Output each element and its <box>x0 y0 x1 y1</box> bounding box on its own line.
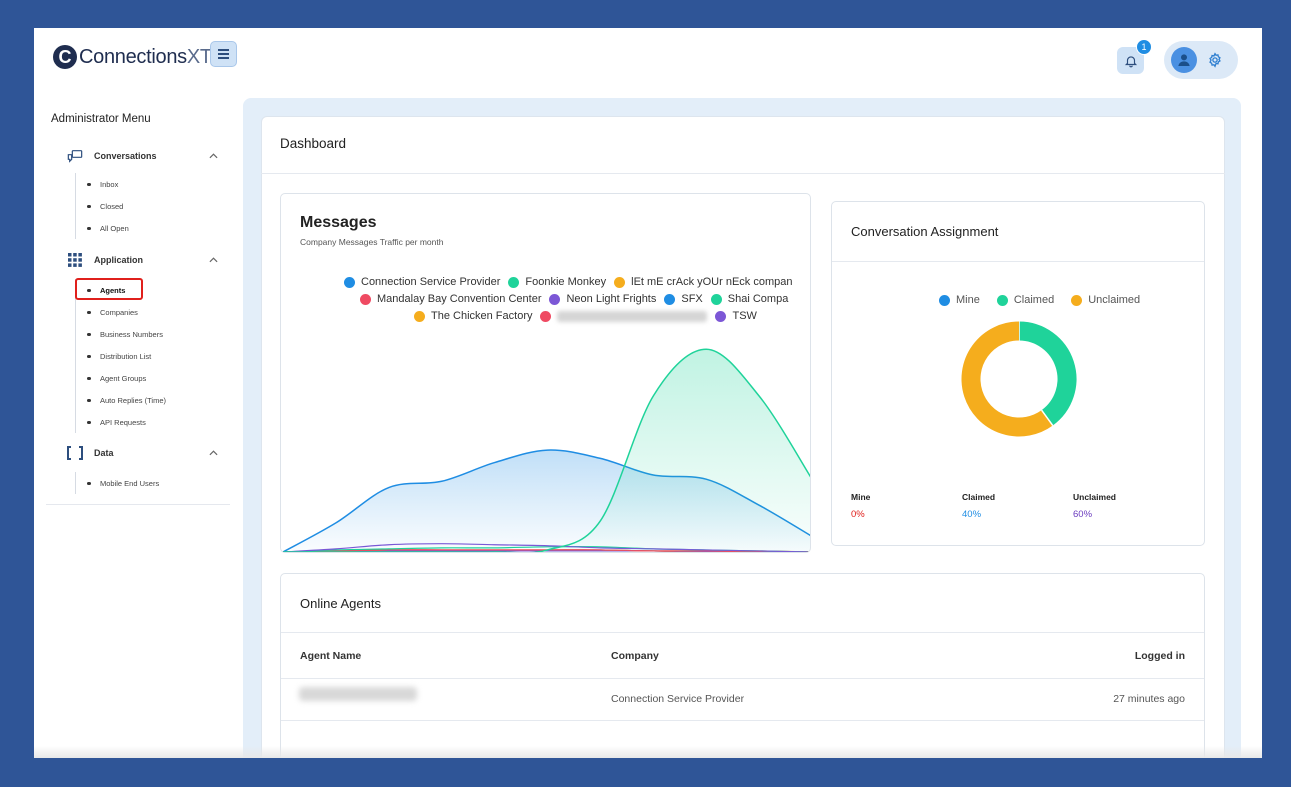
sidebar-item-agent-groups[interactable]: Agent Groups <box>76 367 166 389</box>
agent-logged-in: 27 minutes ago <box>1113 693 1185 705</box>
agents-highlight-box <box>75 278 143 300</box>
sidebar-item-auto-replies[interactable]: Auto Replies (Time) <box>76 389 166 411</box>
sidebar-item-mobile-end-users[interactable]: Mobile End Users <box>76 472 159 494</box>
sidebar-section-label: Conversations <box>94 151 157 161</box>
divider <box>832 261 1204 262</box>
sidebar-title: Administrator Menu <box>51 113 151 125</box>
brand-suffix: XT <box>186 45 212 68</box>
sidebar-item-companies[interactable]: Companies <box>76 301 166 323</box>
chart-legend-row: Connection Service Provider Foonkie Monk… <box>344 276 793 288</box>
sidebar-section-application[interactable]: Application <box>66 252 218 268</box>
settings-button[interactable] <box>1206 51 1224 69</box>
divider <box>281 632 1204 633</box>
notification-badge: 1 <box>1136 39 1152 55</box>
legend-item-unclaimed[interactable]: Unclaimed <box>1071 294 1140 306</box>
sidebar-item-agents[interactable]: Agents <box>76 279 166 301</box>
column-header-logged-in[interactable]: Logged in <box>1134 650 1185 662</box>
hamburger-icon <box>218 49 229 51</box>
menu-toggle-button[interactable] <box>210 41 237 67</box>
stat-mine: Mine 0% <box>851 492 871 520</box>
series-line[interactable] <box>283 348 811 553</box>
chevron-up-icon <box>208 448 218 458</box>
sidebar-item-api-requests[interactable]: API Requests <box>76 411 166 433</box>
bell-icon <box>1124 55 1137 67</box>
chart-legend-row: Mandalay Bay Convention Center Neon Ligh… <box>360 293 788 305</box>
agent-company: Connection Service Provider <box>611 693 745 705</box>
legend-item[interactable]: Shai Compa <box>710 293 788 305</box>
legend-item[interactable]: lEt mE crAck yOUr nEck compan <box>614 276 793 288</box>
sidebar-section-conversations[interactable]: Conversations <box>66 148 218 164</box>
page-title: Dashboard <box>280 136 347 151</box>
sidebar-item-business-numbers[interactable]: Business Numbers <box>76 323 166 345</box>
sidebar-section-label: Data <box>94 448 114 458</box>
messages-chart-card: Messages Company Messages Traffic per mo… <box>280 193 811 553</box>
messages-area-chart <box>282 348 811 553</box>
legend-item[interactable]: SFX <box>664 293 703 305</box>
chart-legend-row: The Chicken Factory TSW <box>414 310 757 322</box>
legend-item[interactable]: Foonkie Monkey <box>508 276 606 288</box>
donut-separator <box>1041 409 1054 426</box>
divider <box>281 720 1204 721</box>
brand-name: Connections <box>79 45 187 68</box>
legend-item[interactable]: TSW <box>715 310 757 322</box>
window-bottom-edge <box>34 746 1262 758</box>
legend-item[interactable]: Mandalay Bay Convention Center <box>360 293 541 305</box>
donut-slice-claimed[interactable] <box>1018 321 1077 426</box>
sidebar-item-distribution-list[interactable]: Distribution List <box>76 345 166 367</box>
sidebar-item-closed[interactable]: Closed <box>76 195 129 217</box>
sidebar: Administrator Menu Conversations Inbox C… <box>46 98 230 505</box>
legend-item[interactable]: Connection Service Provider <box>344 276 500 288</box>
redacted-series-name <box>557 310 708 322</box>
application-items: Agents Companies Business Numbers Distri… <box>75 279 166 433</box>
conversations-items: Inbox Closed All Open <box>75 173 129 239</box>
legend-item[interactable] <box>540 310 708 322</box>
user-menu <box>1164 41 1238 79</box>
column-header-agent-name[interactable]: Agent Name <box>300 650 362 662</box>
chevron-up-icon <box>208 255 218 265</box>
user-icon <box>1178 54 1190 66</box>
gear-icon <box>1209 52 1221 68</box>
brand-logo[interactable]: C ConnectionsXT ™ <box>53 45 220 69</box>
legend-item-claimed[interactable]: Claimed <box>996 294 1054 306</box>
conversation-assignment-card: Conversation Assignment Mine Claimed Unc… <box>831 201 1205 546</box>
sidebar-section-label: Application <box>94 255 143 265</box>
chat-bubbles-icon <box>66 148 84 164</box>
sidebar-section-data[interactable]: Data <box>66 445 218 461</box>
stat-claimed: Claimed 40% <box>962 492 996 520</box>
online-agents-card: Online Agents Agent Name Company Logged … <box>280 573 1205 758</box>
sidebar-item-inbox[interactable]: Inbox <box>76 173 129 195</box>
redacted-agent-name <box>299 687 417 701</box>
assignment-donut-chart <box>961 321 1077 437</box>
series-area <box>283 349 810 552</box>
chart-title: Messages <box>300 214 377 231</box>
divider <box>261 173 1225 174</box>
column-header-company[interactable]: Company <box>611 650 659 662</box>
chart-subtitle: Company Messages Traffic per month <box>300 237 444 247</box>
card-title: Conversation Assignment <box>851 224 999 239</box>
sidebar-item-all-open[interactable]: All Open <box>76 217 129 239</box>
legend-item-mine[interactable]: Mine <box>939 294 980 306</box>
brackets-icon <box>66 445 84 461</box>
legend-item[interactable]: The Chicken Factory <box>414 310 532 322</box>
donut-slice-unclaimed[interactable] <box>961 321 1053 437</box>
app-window: C ConnectionsXT ™ 1 Administrator Menu C… <box>34 28 1262 758</box>
grid-icon <box>66 252 84 268</box>
chevron-up-icon <box>208 151 218 161</box>
logo-mark: C <box>53 45 77 69</box>
data-items: Mobile End Users <box>75 472 159 494</box>
donut-legend: Mine Claimed Unclaimed <box>939 294 1140 306</box>
legend-item[interactable]: Neon Light Frights <box>549 293 656 305</box>
card-title: Online Agents <box>300 596 381 611</box>
avatar[interactable] <box>1171 47 1197 73</box>
divider <box>281 678 1204 679</box>
stat-unclaimed: Unclaimed 60% <box>1073 492 1116 520</box>
